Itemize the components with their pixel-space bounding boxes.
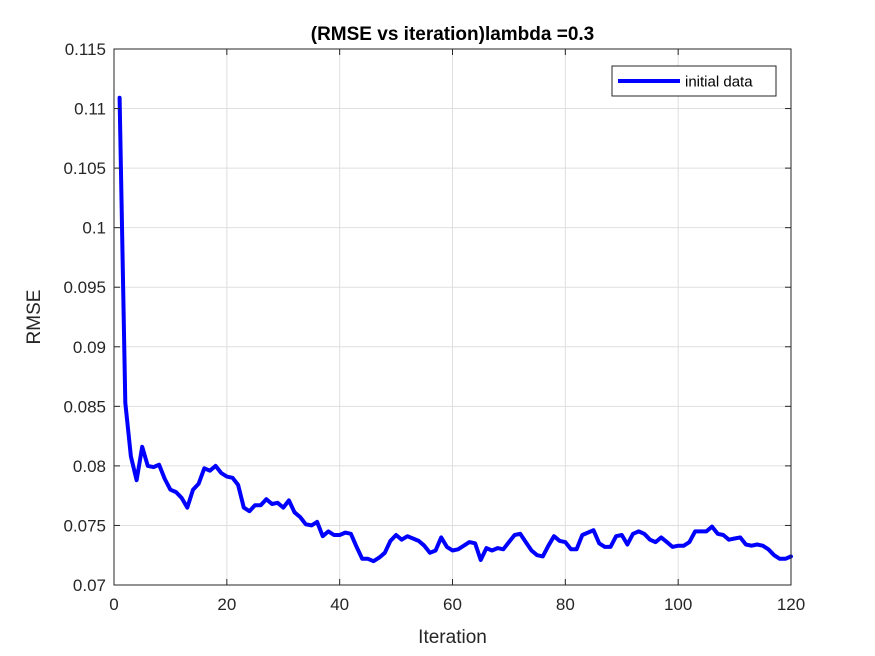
y-tick-label: 0.09: [73, 338, 106, 357]
y-axis-title: RMSE: [24, 290, 45, 345]
y-tick-label: 0.115: [65, 40, 106, 59]
tick-marks: [113, 48, 792, 586]
x-tick-label: 20: [217, 595, 236, 614]
y-tick-label: 0.08: [73, 457, 106, 476]
series-line-initial-data: [117, 95, 793, 564]
y-tick-label: 0.075: [63, 516, 106, 535]
y-tick-label: 0.105: [63, 159, 106, 178]
y-tick-label: 0.07: [73, 576, 106, 595]
y-tick-label: 0.085: [63, 397, 106, 416]
tick-labels: 0 20 40 60 80 100 120 0.07 0.075 0.08 0.085 0.09 0.0…: [63, 40, 805, 614]
x-tick-label: 40: [330, 595, 349, 614]
x-tick-label: 0: [109, 595, 118, 614]
y-tick-label: 0.095: [63, 278, 106, 297]
y-tick-label: 0.1: [82, 219, 106, 238]
legend-label: initial data: [685, 74, 753, 91]
y-tick-label: 0.11: [74, 100, 106, 119]
x-tick-label: 80: [556, 595, 575, 614]
legend: initial data: [611, 65, 777, 97]
x-tick-label: 100: [664, 595, 692, 614]
x-tick-label: 120: [777, 595, 805, 614]
chart-title: (RMSE vs iteration)lambda =0.3: [311, 24, 595, 45]
x-tick-label: 60: [443, 595, 462, 614]
series-layer: [117, 95, 793, 564]
x-axis-title: Iteration: [418, 627, 487, 648]
